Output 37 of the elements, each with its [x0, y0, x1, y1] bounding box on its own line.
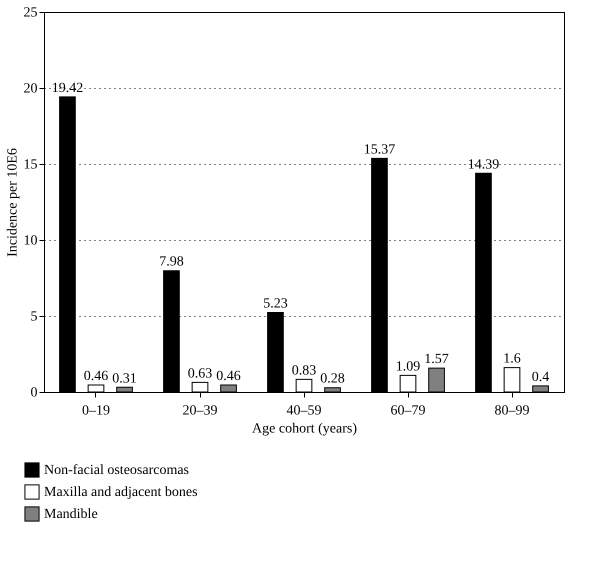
y-tick-label: 0: [30, 386, 38, 400]
data-label: 5.23: [263, 296, 288, 312]
data-label: 1.57: [424, 352, 449, 368]
legend-label: Mandible: [44, 507, 98, 522]
bar: [220, 384, 237, 392]
bar: [116, 386, 133, 392]
y-axis-title: Incidence per 10E6: [6, 148, 20, 257]
bar: [532, 385, 549, 392]
data-label: 1.6: [503, 352, 521, 367]
x-tick-label: 0–19: [82, 404, 110, 418]
legend-label: Non-facial osteosarcomas: [44, 463, 189, 478]
x-tick-label: 60–79: [390, 404, 426, 418]
data-label: 0.31: [112, 371, 137, 386]
x-tick-label: 40–59: [286, 404, 322, 418]
data-label: 14.39: [468, 157, 500, 172]
y-tick-label: 5: [30, 310, 38, 324]
data-label: 0.63: [188, 366, 212, 382]
bar: [59, 96, 76, 392]
data-label: 0.46: [216, 369, 241, 384]
x-axis-title: Age cohort (years): [252, 422, 358, 436]
x-tick-label: 80–99: [494, 404, 530, 418]
data-label: 0.46: [84, 369, 108, 384]
bar: [324, 387, 341, 392]
y-tick-label: 25: [24, 6, 38, 20]
data-label: 0.4: [532, 370, 550, 385]
x-tick-label: 20–39: [182, 404, 218, 418]
data-label: 0.28: [320, 372, 345, 387]
y-tick-label: 20: [24, 82, 38, 96]
y-tick-label: 10: [24, 234, 38, 248]
data-label: 0.83: [292, 363, 316, 378]
bar: [428, 368, 445, 392]
y-tick-label: 15: [24, 158, 38, 172]
data-label: 7.98: [159, 254, 184, 270]
data-label: 19.42: [52, 80, 84, 96]
data-label: 15.37: [364, 142, 396, 158]
legend-label: Maxilla and adjacent bones: [44, 485, 198, 500]
data-label: 1.09: [396, 359, 420, 374]
